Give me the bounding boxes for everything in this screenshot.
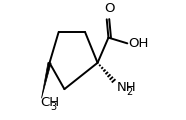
- Text: O: O: [104, 2, 115, 15]
- Text: 3: 3: [50, 102, 56, 112]
- Text: OH: OH: [129, 37, 149, 50]
- Polygon shape: [41, 62, 51, 98]
- Text: NH: NH: [117, 81, 137, 94]
- Text: 2: 2: [127, 87, 133, 97]
- Text: CH: CH: [40, 96, 60, 109]
